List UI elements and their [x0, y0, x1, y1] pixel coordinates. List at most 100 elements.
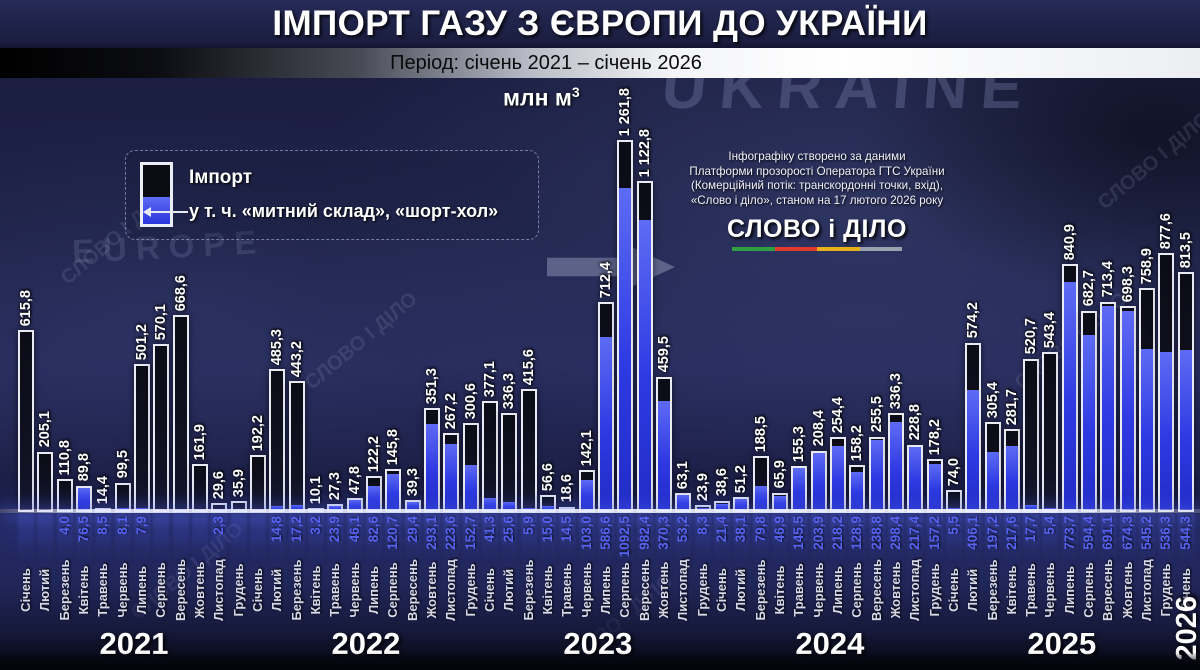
- bar-total-label: 336,3: [501, 372, 518, 409]
- bar-reflection: [501, 512, 518, 584]
- bar-2025-Квітень: [1003, 428, 1020, 512]
- month-label: Березень: [56, 559, 72, 621]
- bar-2021-Липень: [133, 364, 150, 512]
- bar-total-label: 712,4: [597, 261, 614, 298]
- month-label: Грудень: [926, 563, 942, 617]
- bar-customs-segment: [831, 445, 844, 510]
- bar-total-label: 377,1: [481, 360, 498, 397]
- bar-customs-segment: [967, 390, 980, 510]
- bar-total-label: 813,5: [1177, 231, 1194, 269]
- month-label: Жовтень: [655, 561, 671, 619]
- bar-customs-segment: [1141, 349, 1154, 510]
- bar-customs-segment: [348, 499, 361, 510]
- bar-reflection: [307, 512, 324, 584]
- bar-total-label: 574,2: [965, 302, 982, 339]
- bar-reflection: [810, 512, 827, 584]
- bar-total-label: 122,2: [365, 435, 382, 472]
- bar-total-label: 38,6: [713, 468, 730, 497]
- month-label: Лютий: [501, 568, 517, 612]
- bar-total-label: 267,2: [443, 392, 460, 430]
- bar-total-label: 415,6: [520, 349, 537, 386]
- bar-customs-label: 5,5: [945, 516, 961, 535]
- month-label: Серпень: [1081, 562, 1097, 618]
- bar-total-label: 459,5: [655, 336, 672, 373]
- bar-total-label: 35,9: [230, 469, 247, 498]
- month-label: Липень: [829, 565, 845, 615]
- bar-customs-label: 38,1: [733, 516, 749, 543]
- bar-2021-Вересень: [172, 314, 189, 512]
- month-label: Липень: [133, 565, 149, 615]
- legend-customs-label: у т. ч. «митний склад», «шорт-хол»: [189, 201, 499, 221]
- logo-underline-segment: [817, 247, 860, 252]
- bar-total-label: 1 261,8: [617, 87, 634, 137]
- bar-reflection: [288, 512, 305, 584]
- legend-sample-bar: [140, 162, 173, 227]
- month-label: Червень: [810, 562, 826, 618]
- bar-reflection: [539, 512, 556, 584]
- bar-2024-Жовтень: [887, 412, 904, 512]
- bar-2024-Серпень: [849, 465, 866, 512]
- period-subtitle: Період: січень 2021 – січень 2026: [390, 51, 702, 74]
- bar-customs-label: 406,1: [965, 516, 981, 550]
- month-label: Листопад: [443, 559, 459, 621]
- month-label: Березень: [984, 559, 1000, 621]
- bar-total-label: 570,1: [153, 303, 170, 340]
- month-label: Травень: [791, 563, 807, 617]
- bar-2025-Вересень: [1100, 301, 1117, 512]
- bar-2025-Серпень: [1081, 310, 1098, 512]
- bar-total-label: 543,4: [1042, 311, 1059, 348]
- month-label: Жовтень: [423, 561, 439, 619]
- month-label: Липень: [1061, 565, 1077, 615]
- bar-2021-Березень: [56, 479, 73, 512]
- month-label: Червень: [346, 562, 362, 618]
- bar-reflection: [462, 512, 479, 584]
- bar-2022-Листопад: [443, 433, 460, 512]
- bar-2026-Січень: [1177, 272, 1194, 512]
- bar-2025-Лютий: [965, 342, 982, 512]
- bar-customs-label: 8,1: [114, 516, 130, 535]
- bar-reflection: [636, 512, 653, 584]
- bar-total-label: 89,8: [75, 453, 92, 482]
- bar-2022-Грудень: [462, 423, 479, 512]
- credits-line: Платформи прозорості Оператора ГТС Украї…: [689, 164, 945, 178]
- bar-reflection: [1119, 512, 1136, 584]
- bar-2024-Червень: [810, 450, 827, 512]
- bar-total-label: 56,6: [539, 463, 556, 492]
- bar-customs-label: 17,7: [1023, 516, 1039, 543]
- bar-customs-label: 545,2: [1139, 516, 1155, 550]
- bar-2021-Жовтень: [191, 464, 208, 512]
- logo-underline-segment: [859, 247, 902, 252]
- bar-customs-label: 17,2: [288, 516, 304, 543]
- bar-2021-Червень: [114, 482, 131, 512]
- bar-2024-Грудень: [926, 459, 943, 512]
- bar-reflection: [849, 512, 866, 584]
- month-label: Листопад: [675, 559, 691, 621]
- bar-reflection: [443, 512, 460, 584]
- bar-customs-label: 586,6: [597, 516, 613, 550]
- bar-reflection: [423, 512, 440, 584]
- month-label: Липень: [597, 565, 613, 615]
- bar-total-label: 205,1: [37, 411, 54, 448]
- bar-customs-segment: [715, 503, 728, 510]
- bar-reflection: [1158, 512, 1175, 584]
- bar-total-label: 682,7: [1081, 270, 1098, 307]
- bar-customs-segment: [638, 220, 651, 510]
- bar-2025-Листопад: [1139, 288, 1156, 512]
- bar-reflection: [346, 512, 363, 584]
- month-label: Червень: [578, 562, 594, 618]
- month-label: Грудень: [230, 563, 246, 617]
- bar-2025-Травень: [1023, 358, 1040, 512]
- bar-total-label: 1 122,8: [636, 128, 653, 177]
- legend-box: Імпорт у т. ч. «митний склад», «шорт-хол…: [125, 150, 539, 240]
- bar-customs-segment: [116, 507, 129, 510]
- bar-total-label: 713,4: [1100, 261, 1117, 298]
- unit-text: млн м: [503, 84, 572, 111]
- bar-reflection: [1100, 512, 1117, 584]
- bar-customs-segment: [599, 337, 612, 510]
- bar-customs-segment: [503, 502, 516, 510]
- bar-customs-label: 41,3: [481, 516, 497, 543]
- bar-customs-segment: [135, 507, 148, 510]
- bar-customs-segment: [425, 423, 438, 510]
- bar-total-label: 840,9: [1061, 223, 1078, 261]
